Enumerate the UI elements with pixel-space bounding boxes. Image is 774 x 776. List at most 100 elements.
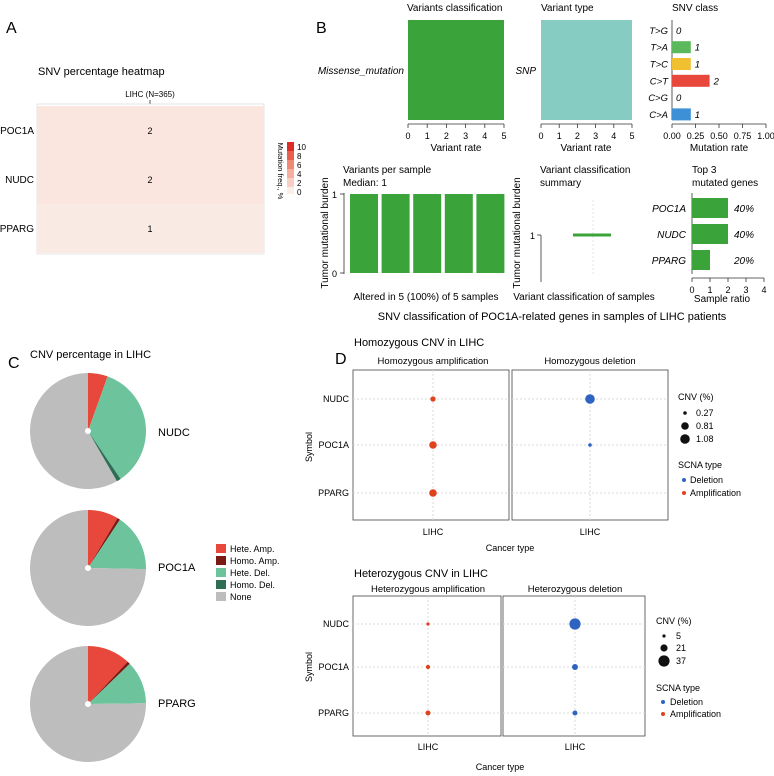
legend-label: Hete. Amp. [230, 544, 275, 554]
pie-slice [88, 376, 146, 479]
y-tick: PPARG [318, 488, 349, 498]
y-tick: POC1A [318, 440, 349, 450]
chart-title: Variant classification [540, 165, 630, 176]
size-legend-label: 21 [676, 643, 686, 653]
snv-category-label: T>A [650, 43, 668, 54]
snv-category-label: T>C [650, 60, 668, 71]
size-legend-dot [683, 411, 687, 415]
x-axis-label: Sample ratio [694, 294, 751, 305]
size-legend-dot [658, 655, 670, 667]
facet-label: Heterozygous deletion [528, 584, 623, 595]
amplification-point [425, 710, 431, 716]
y-tick: PPARG [318, 708, 349, 718]
heatmap-cell-value: 2 [147, 175, 152, 185]
y-tick: 1 [332, 190, 337, 200]
pie-slice [88, 373, 108, 431]
chart-title: SNV class [672, 3, 718, 14]
top3-bars: POC1A 40% NUDC 40% PPARG 20% [652, 198, 754, 270]
sample-bar [350, 194, 378, 273]
snv-bar-label: 2 [713, 76, 720, 87]
chart-title-line2: mutated genes [692, 178, 758, 189]
x-tick-label: 1 [557, 131, 562, 141]
snv-bar-label: 0 [676, 93, 682, 104]
chart-title: Variants classification [407, 3, 502, 14]
panel-label-c: C [8, 355, 20, 372]
size-legend-dot [662, 634, 666, 638]
legend-label: Homo. Amp. [230, 556, 280, 566]
x-axis-label: Altered in 5 (100%) of 5 samples [353, 292, 498, 303]
pie-center [85, 565, 91, 571]
sample-bar [476, 194, 505, 273]
x-tick-label: 0 [405, 131, 410, 141]
size-legend-label: 0.27 [696, 408, 714, 418]
x-tick-label: 1 [425, 131, 430, 141]
heatmap-cell-pparg [37, 204, 264, 253]
chart-title: Variant type [541, 3, 594, 14]
type-legend-dot-deletion [682, 478, 686, 482]
snv-bar-label: 1 [695, 110, 700, 121]
type-legend-label: Amplification [690, 488, 741, 498]
x-tick-label: 0 [689, 285, 694, 295]
x-axis-ticks: 0.00 0.25 0.50 0.75 1.00 [663, 124, 774, 141]
size-legend-label: 1.08 [696, 434, 714, 444]
facet-label: Heterozygous amplification [371, 584, 485, 595]
x-axis-label: Variant rate [431, 143, 482, 154]
snv-category-label: C>T [650, 76, 669, 87]
snv-bar-label: 0 [676, 26, 682, 37]
heatmap-cell-value: 2 [147, 126, 152, 136]
legend-tick: 2 [297, 179, 302, 188]
x-axis-ticks: 0 1 2 3 4 5 [538, 124, 635, 141]
y-tick: POC1A [318, 662, 349, 672]
amplification-point [429, 441, 437, 449]
heatmap-row-label: PPARG [0, 224, 34, 235]
legend-swatch [287, 160, 294, 169]
sample-bar [444, 194, 473, 273]
type-legend-dot-amplification [661, 712, 665, 716]
size-legend-title: CNV (%) [656, 616, 692, 626]
legend-tick: 0 [297, 188, 302, 197]
x-tick-label: 2 [575, 131, 580, 141]
homo-legend: CNV (%) 0.27 0.81 1.08 SCNA type Deletio… [678, 392, 741, 498]
size-legend-label: 37 [676, 656, 686, 666]
y-tick: 0 [332, 269, 337, 279]
snv-category-label: T>G [649, 26, 668, 37]
category-label: SNP [515, 66, 536, 77]
pie-gene-label: POC1A [158, 562, 196, 574]
x-tick: LIHC [580, 527, 601, 537]
snv-bar-label: 1 [695, 60, 700, 71]
bar-snp [541, 20, 632, 120]
heatmap-cell-nudc [37, 155, 264, 204]
legend-swatch-homo-amp [216, 556, 226, 565]
facet-label: Homozygous deletion [544, 356, 635, 367]
snv-category-label: C>A [649, 110, 668, 121]
pie-slice [88, 510, 118, 568]
x-axis-ticks: 0 1 2 3 4 5 [405, 124, 507, 141]
panel-label-b: B [316, 20, 327, 37]
hete-legend: CNV (%) 5 21 37 SCNA type Deletion Ampli… [656, 616, 721, 719]
x-tick-label: 0.25 [687, 131, 705, 141]
type-legend-title: SCNA type [656, 683, 700, 693]
bar-missense [408, 20, 504, 120]
chart-title-line2: summary [540, 178, 581, 189]
deletion-point [585, 394, 595, 404]
x-tick-label: 2 [725, 285, 730, 295]
y-axis-label: Tumor mutational burden [320, 177, 331, 288]
heatmap-cell-poc1a [37, 106, 264, 155]
heatmap-row-label: POC1A [0, 126, 34, 137]
y-tick: 1 [530, 231, 535, 241]
type-legend-label: Deletion [690, 475, 723, 485]
variants-per-sample-bars [350, 194, 505, 273]
x-tick-label: 0.75 [734, 131, 752, 141]
gene-bar [692, 224, 728, 244]
y-tick: NUDC [323, 619, 349, 629]
snv-category-label: C>G [648, 93, 668, 104]
pie-slice [88, 519, 147, 570]
heatmap-row-label: NUDC [5, 175, 34, 186]
type-legend-title: SCNA type [678, 460, 722, 470]
legend-swatch-homo-del [216, 580, 226, 589]
type-legend-label: Amplification [670, 709, 721, 719]
y-tick: NUDC [323, 394, 349, 404]
type-legend-dot-deletion [661, 700, 665, 704]
pie-gene-label: NUDC [158, 427, 190, 439]
